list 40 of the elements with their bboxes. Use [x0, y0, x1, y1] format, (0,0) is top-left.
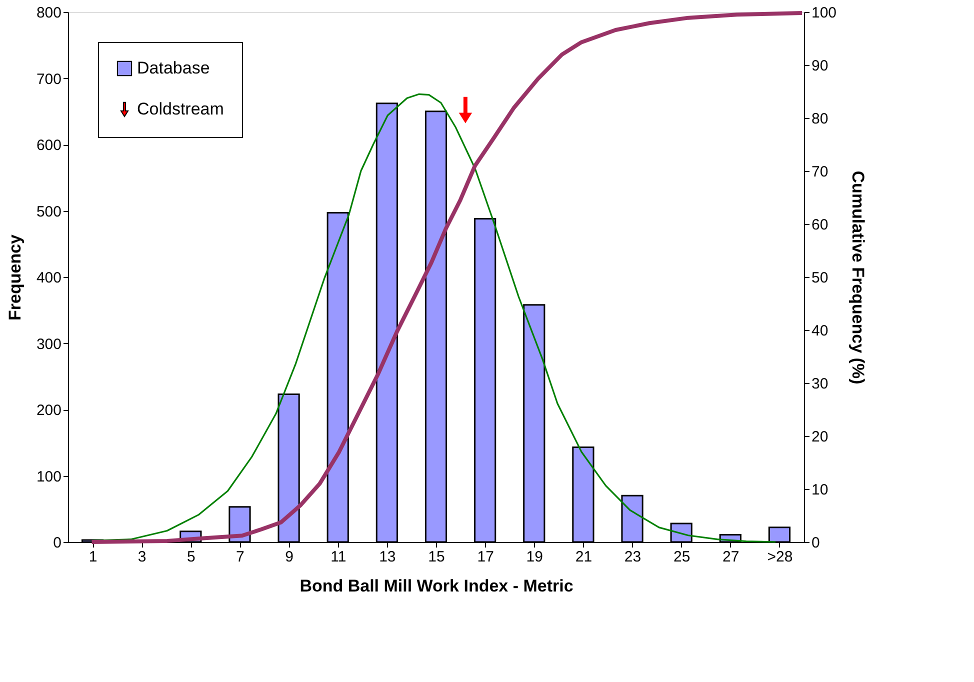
y2-tick-label: 10	[812, 482, 828, 498]
y2-tick-label: 70	[812, 164, 828, 180]
y-tick-label: 100	[36, 468, 62, 486]
x-tick-label: 3	[138, 548, 146, 566]
y-tick-label: 300	[36, 336, 62, 353]
y2-tick-label: 50	[812, 270, 828, 286]
y2-tick-label: 40	[812, 322, 828, 340]
y2-tick-label: 60	[812, 216, 828, 234]
legend-label: Database	[137, 58, 210, 78]
y2-axis-title: Cumulative Frequency (%)	[848, 170, 868, 384]
x-tick-label: 7	[236, 548, 244, 566]
y-axis-title: Frequency	[5, 234, 24, 320]
x-tick-label: 17	[477, 548, 494, 566]
y-tick-label: 600	[36, 137, 62, 154]
y-tick-label: 200	[36, 402, 62, 419]
x-tick-label: 19	[526, 548, 543, 566]
x-tick-label: 1	[88, 548, 98, 566]
x-tick-label: 15	[428, 548, 445, 566]
y-tick-label: 500	[36, 203, 62, 220]
y2-tick-label: 90	[812, 58, 828, 74]
x-tick-label: 27	[722, 548, 740, 566]
legend-label: Coldstream	[137, 100, 224, 118]
x-tick-label: 13	[379, 548, 396, 566]
y-tick-label: 800	[36, 4, 62, 22]
x-tick-label: 9	[285, 548, 294, 566]
x-tick-label: 23	[624, 548, 642, 566]
x-tick-label: 25	[673, 548, 690, 566]
x-tick-label: 11	[330, 548, 346, 566]
y-tick-label: 400	[36, 270, 62, 286]
y2-tick-label: 0	[812, 534, 820, 552]
x-axis-title: Bond Ball Mill Work Index - Metric	[300, 576, 574, 596]
x-tick-label: >28	[767, 548, 793, 566]
y2-tick-label: 80	[812, 110, 828, 128]
x-tick-label: 5	[186, 548, 196, 566]
y-tick-label: 0	[53, 534, 62, 552]
y2-tick-label: 20	[812, 428, 828, 446]
x-tick-label: 21	[575, 548, 592, 566]
y2-tick-label: 100	[812, 4, 837, 22]
y-tick-label: 700	[36, 70, 62, 88]
y2-tick-label: 30	[812, 376, 828, 392]
